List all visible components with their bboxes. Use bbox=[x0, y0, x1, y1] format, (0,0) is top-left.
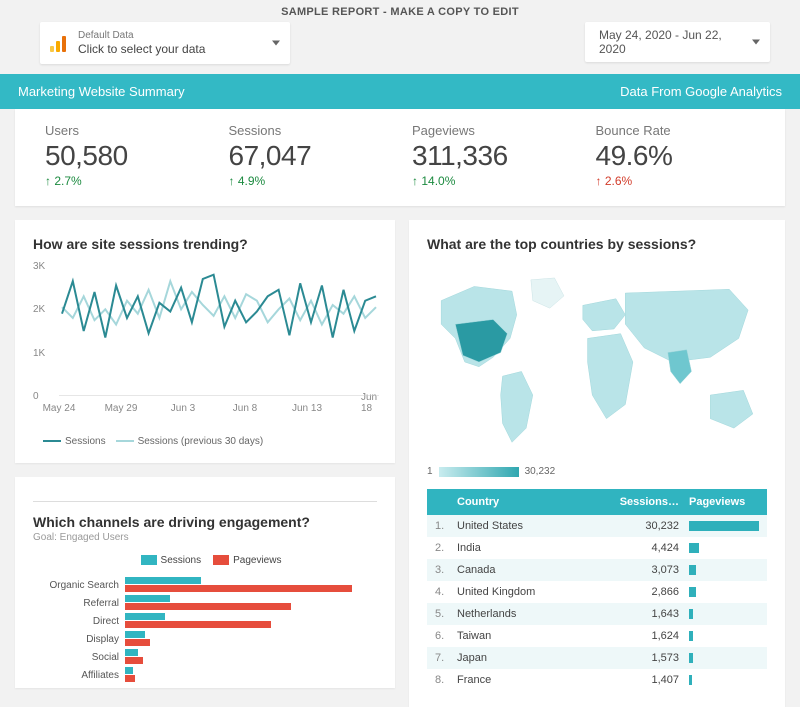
map-gradient bbox=[439, 467, 519, 477]
kpi-bounce-rate: Bounce Rate 49.6% 2.6% bbox=[584, 123, 768, 188]
kpi-sessions: Sessions 67,047 4.9% bbox=[217, 123, 401, 188]
channel-row: Social bbox=[33, 648, 377, 666]
channels-subtitle: Goal: Engaged Users bbox=[33, 532, 377, 543]
kpi-delta: 4.9% bbox=[229, 174, 389, 188]
channels-legend: SessionsPageviews bbox=[33, 555, 377, 566]
data-source-credit: Data From Google Analytics bbox=[620, 84, 782, 99]
map-legend: 1 30,232 bbox=[427, 466, 767, 477]
channel-row: Organic Search bbox=[33, 576, 377, 594]
kpi-label: Pageviews bbox=[412, 123, 572, 138]
line-chart-legend: SessionsSessions (previous 30 days) bbox=[33, 436, 377, 447]
kpi-delta: 2.7% bbox=[45, 174, 205, 188]
table-row[interactable]: 4.United Kingdom2,866 bbox=[427, 581, 767, 603]
channels-card: Which channels are driving engagement? G… bbox=[15, 477, 395, 688]
kpi-label: Bounce Rate bbox=[596, 123, 756, 138]
kpi-users: Users 50,580 2.7% bbox=[33, 123, 217, 188]
channels-bars: Organic SearchReferralDirectDisplaySocia… bbox=[33, 576, 377, 684]
kpi-delta: 14.0% bbox=[412, 174, 572, 188]
report-title: Marketing Website Summary bbox=[18, 84, 185, 99]
table-row[interactable]: 6.Taiwan1,624 bbox=[427, 625, 767, 647]
table-header: CountrySessions…Pageviews bbox=[427, 489, 767, 515]
table-row[interactable]: 7.Japan1,573 bbox=[427, 647, 767, 669]
kpi-label: Users bbox=[45, 123, 205, 138]
channel-row: Direct bbox=[33, 612, 377, 630]
map-legend-max: 30,232 bbox=[525, 466, 556, 477]
data-source-label: Click to select your data bbox=[78, 42, 205, 56]
title-bar: Marketing Website Summary Data From Goog… bbox=[0, 74, 800, 109]
analytics-icon bbox=[50, 34, 66, 52]
chevron-down-icon bbox=[272, 41, 280, 46]
table-row[interactable]: 8.France1,407 bbox=[427, 669, 767, 691]
date-range-label: May 24, 2020 - Jun 22, 2020 bbox=[599, 28, 746, 56]
map-legend-min: 1 bbox=[427, 466, 433, 477]
kpi-value: 50,580 bbox=[45, 140, 205, 172]
channel-row: Referral bbox=[33, 594, 377, 612]
kpi-row: Users 50,580 2.7% Sessions 67,047 4.9% Pagevie… bbox=[15, 109, 785, 206]
kpi-delta: 2.6% bbox=[596, 174, 756, 188]
table-row[interactable]: 3.Canada3,073 bbox=[427, 559, 767, 581]
date-range-selector[interactable]: May 24, 2020 - Jun 22, 2020 bbox=[585, 22, 770, 62]
trend-title: How are site sessions trending? bbox=[33, 236, 377, 252]
world-map bbox=[427, 262, 767, 462]
map-title: What are the top countries by sessions? bbox=[427, 236, 767, 252]
top-toolbar: Default Data Click to select your data M… bbox=[0, 22, 800, 74]
channel-row: Display bbox=[33, 630, 377, 648]
table-row[interactable]: 5.Netherlands1,643 bbox=[427, 603, 767, 625]
data-source-text: Default Data Click to select your data bbox=[78, 30, 205, 56]
sample-banner: SAMPLE REPORT - MAKE A COPY TO EDIT bbox=[0, 0, 800, 22]
chevron-down-icon bbox=[752, 40, 760, 45]
data-source-selector[interactable]: Default Data Click to select your data bbox=[40, 22, 290, 64]
trend-card: How are site sessions trending? 01K2K3KM… bbox=[15, 220, 395, 463]
channel-row: Affiliates bbox=[33, 666, 377, 684]
line-chart: 01K2K3KMay 24May 29Jun 3Jun 8Jun 13Jun 1… bbox=[33, 262, 377, 432]
channels-title: Which channels are driving engagement? bbox=[33, 514, 377, 530]
table-row[interactable]: 2.India4,424 bbox=[427, 537, 767, 559]
kpi-value: 67,047 bbox=[229, 140, 389, 172]
data-source-subtitle: Default Data bbox=[78, 30, 205, 41]
table-row[interactable]: 1.United States30,232 bbox=[427, 515, 767, 537]
kpi-value: 49.6% bbox=[596, 140, 756, 172]
kpi-label: Sessions bbox=[229, 123, 389, 138]
kpi-value: 311,336 bbox=[412, 140, 572, 172]
countries-table: CountrySessions…Pageviews1.United States… bbox=[427, 489, 767, 691]
kpi-pageviews: Pageviews 311,336 14.0% bbox=[400, 123, 584, 188]
map-card: What are the top countries by sessions? … bbox=[409, 220, 785, 707]
